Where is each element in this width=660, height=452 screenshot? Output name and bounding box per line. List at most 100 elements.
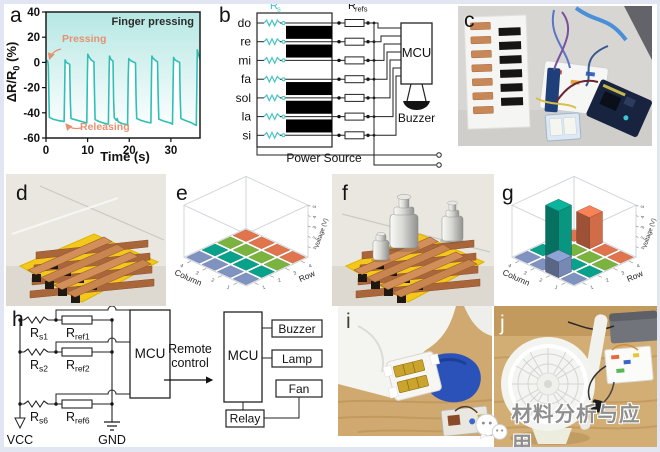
desk-fan	[501, 337, 595, 445]
svg-text:Remote: Remote	[168, 342, 212, 356]
thin-wire	[39, 185, 165, 241]
chart-a-series	[45, 12, 201, 127]
jumper-wires	[535, 9, 609, 109]
plug	[591, 399, 603, 413]
svg-text:Buzzer: Buzzer	[278, 322, 315, 336]
svg-text:-20: -20	[23, 83, 40, 95]
svg-text:R: R	[348, 0, 356, 12]
x-axis-label: Time (s)	[100, 149, 150, 164]
svg-text:MCU: MCU	[402, 45, 432, 60]
edge-left	[0, 0, 4, 452]
svg-text:4: 4	[179, 263, 184, 270]
svg-text:1: 1	[312, 246, 319, 251]
svg-text:3: 3	[312, 225, 319, 230]
copper-electrodes	[470, 22, 494, 115]
watermark: 材料分析与应用	[474, 403, 660, 452]
panel-label-g: g	[502, 182, 514, 205]
svg-text:2: 2	[312, 235, 319, 240]
svg-text:ref2: ref2	[75, 364, 90, 374]
black-electrodes	[498, 27, 524, 106]
svg-text:4: 4	[636, 263, 641, 270]
svg-text:1: 1	[554, 285, 559, 292]
svg-text:1: 1	[261, 285, 266, 292]
svg-text:ref1: ref1	[75, 332, 90, 342]
svg-text:20: 20	[27, 32, 40, 44]
y-axis-label: ΔR/R0 (%)	[4, 41, 22, 103]
fan-blade-paddle	[585, 314, 608, 376]
svg-text:R: R	[66, 326, 75, 340]
svg-text:MCU: MCU	[228, 348, 259, 363]
photo-panel-c	[458, 6, 652, 146]
pressure-response-chart: 0 10 20 30 40 20 0 -20 -40 -60	[23, 7, 201, 157]
svg-text:2: 2	[277, 277, 282, 284]
svg-text:s2: s2	[39, 364, 48, 374]
panel-label-h: h	[12, 308, 24, 331]
svg-text:control: control	[171, 356, 209, 370]
svg-text:0: 0	[34, 57, 40, 69]
signal-wire	[587, 365, 607, 401]
calibration-weight-large	[388, 194, 420, 252]
photo-panel-f	[332, 174, 494, 306]
svg-text:20: 20	[123, 145, 136, 157]
photo-panel-d	[6, 174, 166, 306]
releasing-arrow	[65, 123, 82, 131]
sensor-sheet	[463, 14, 531, 130]
svg-text:3: 3	[195, 270, 200, 277]
svg-text:R: R	[270, 0, 278, 12]
chart-a-frame	[45, 11, 201, 139]
pressing-annotation: Pressing	[62, 33, 107, 45]
laptop-edge	[624, 6, 652, 60]
svg-text:Fan: Fan	[289, 382, 310, 396]
releasing-annotation: Releasing	[80, 121, 130, 133]
svg-text:3: 3	[292, 270, 297, 277]
wearable-sensor-device	[382, 351, 442, 401]
lab-coat-sleeve	[338, 306, 456, 398]
svg-text:VCC: VCC	[7, 433, 33, 447]
svg-text:Lamp: Lamp	[282, 352, 312, 366]
svg-text:R: R	[30, 326, 39, 340]
svg-text:Row: Row	[297, 268, 317, 284]
finger-pressing-annotation: Finger pressing	[111, 16, 194, 28]
watermark-text: 材料分析与应用	[511, 403, 641, 452]
svg-text:Voltage (V): Voltage (V)	[313, 217, 329, 249]
svg-text:1: 1	[589, 285, 594, 292]
svg-text:Power Source: Power Source	[286, 151, 362, 165]
svg-text:re: re	[240, 35, 251, 49]
top-copper-strips	[353, 236, 478, 298]
svg-text:5: 5	[312, 204, 319, 209]
calibration-weight-small	[371, 232, 391, 263]
svg-text:1: 1	[640, 246, 647, 251]
svg-text:Voltage (V): Voltage (V)	[641, 217, 657, 249]
svg-text:s1: s1	[39, 332, 48, 342]
svg-text:GND: GND	[98, 433, 126, 447]
calibration-weight-mid	[440, 200, 464, 244]
panel-label-c: c	[464, 9, 475, 32]
svg-text:R: R	[30, 358, 39, 372]
panel-label-d: d	[16, 182, 28, 205]
wechat-icon	[475, 413, 508, 440]
panel-label-a: a	[10, 4, 22, 27]
edge-right	[657, 0, 660, 452]
glass-slide	[11, 197, 119, 235]
svg-text:2: 2	[640, 235, 647, 240]
panel-label-b: b	[219, 4, 231, 27]
power-bank	[609, 310, 658, 344]
svg-text:refs: refs	[355, 5, 368, 14]
svg-text:10: 10	[81, 145, 94, 157]
svg-text:s: s	[277, 5, 281, 14]
svg-text:Row: Row	[625, 268, 645, 284]
top-copper-strips	[27, 236, 152, 298]
chart-a-axes: 0 10 20 30 40 20 0 -20 -40 -60	[23, 7, 177, 157]
svg-text:3: 3	[523, 270, 528, 277]
svg-text:4: 4	[640, 215, 647, 220]
svg-text:ref6: ref6	[75, 416, 90, 426]
svg-text:4: 4	[308, 263, 313, 270]
arduino-board	[586, 79, 652, 137]
svg-text:30: 30	[164, 145, 177, 157]
panel-label-e: e	[176, 182, 188, 205]
svg-text:do: do	[238, 16, 252, 30]
photo-panel-i	[338, 306, 492, 436]
